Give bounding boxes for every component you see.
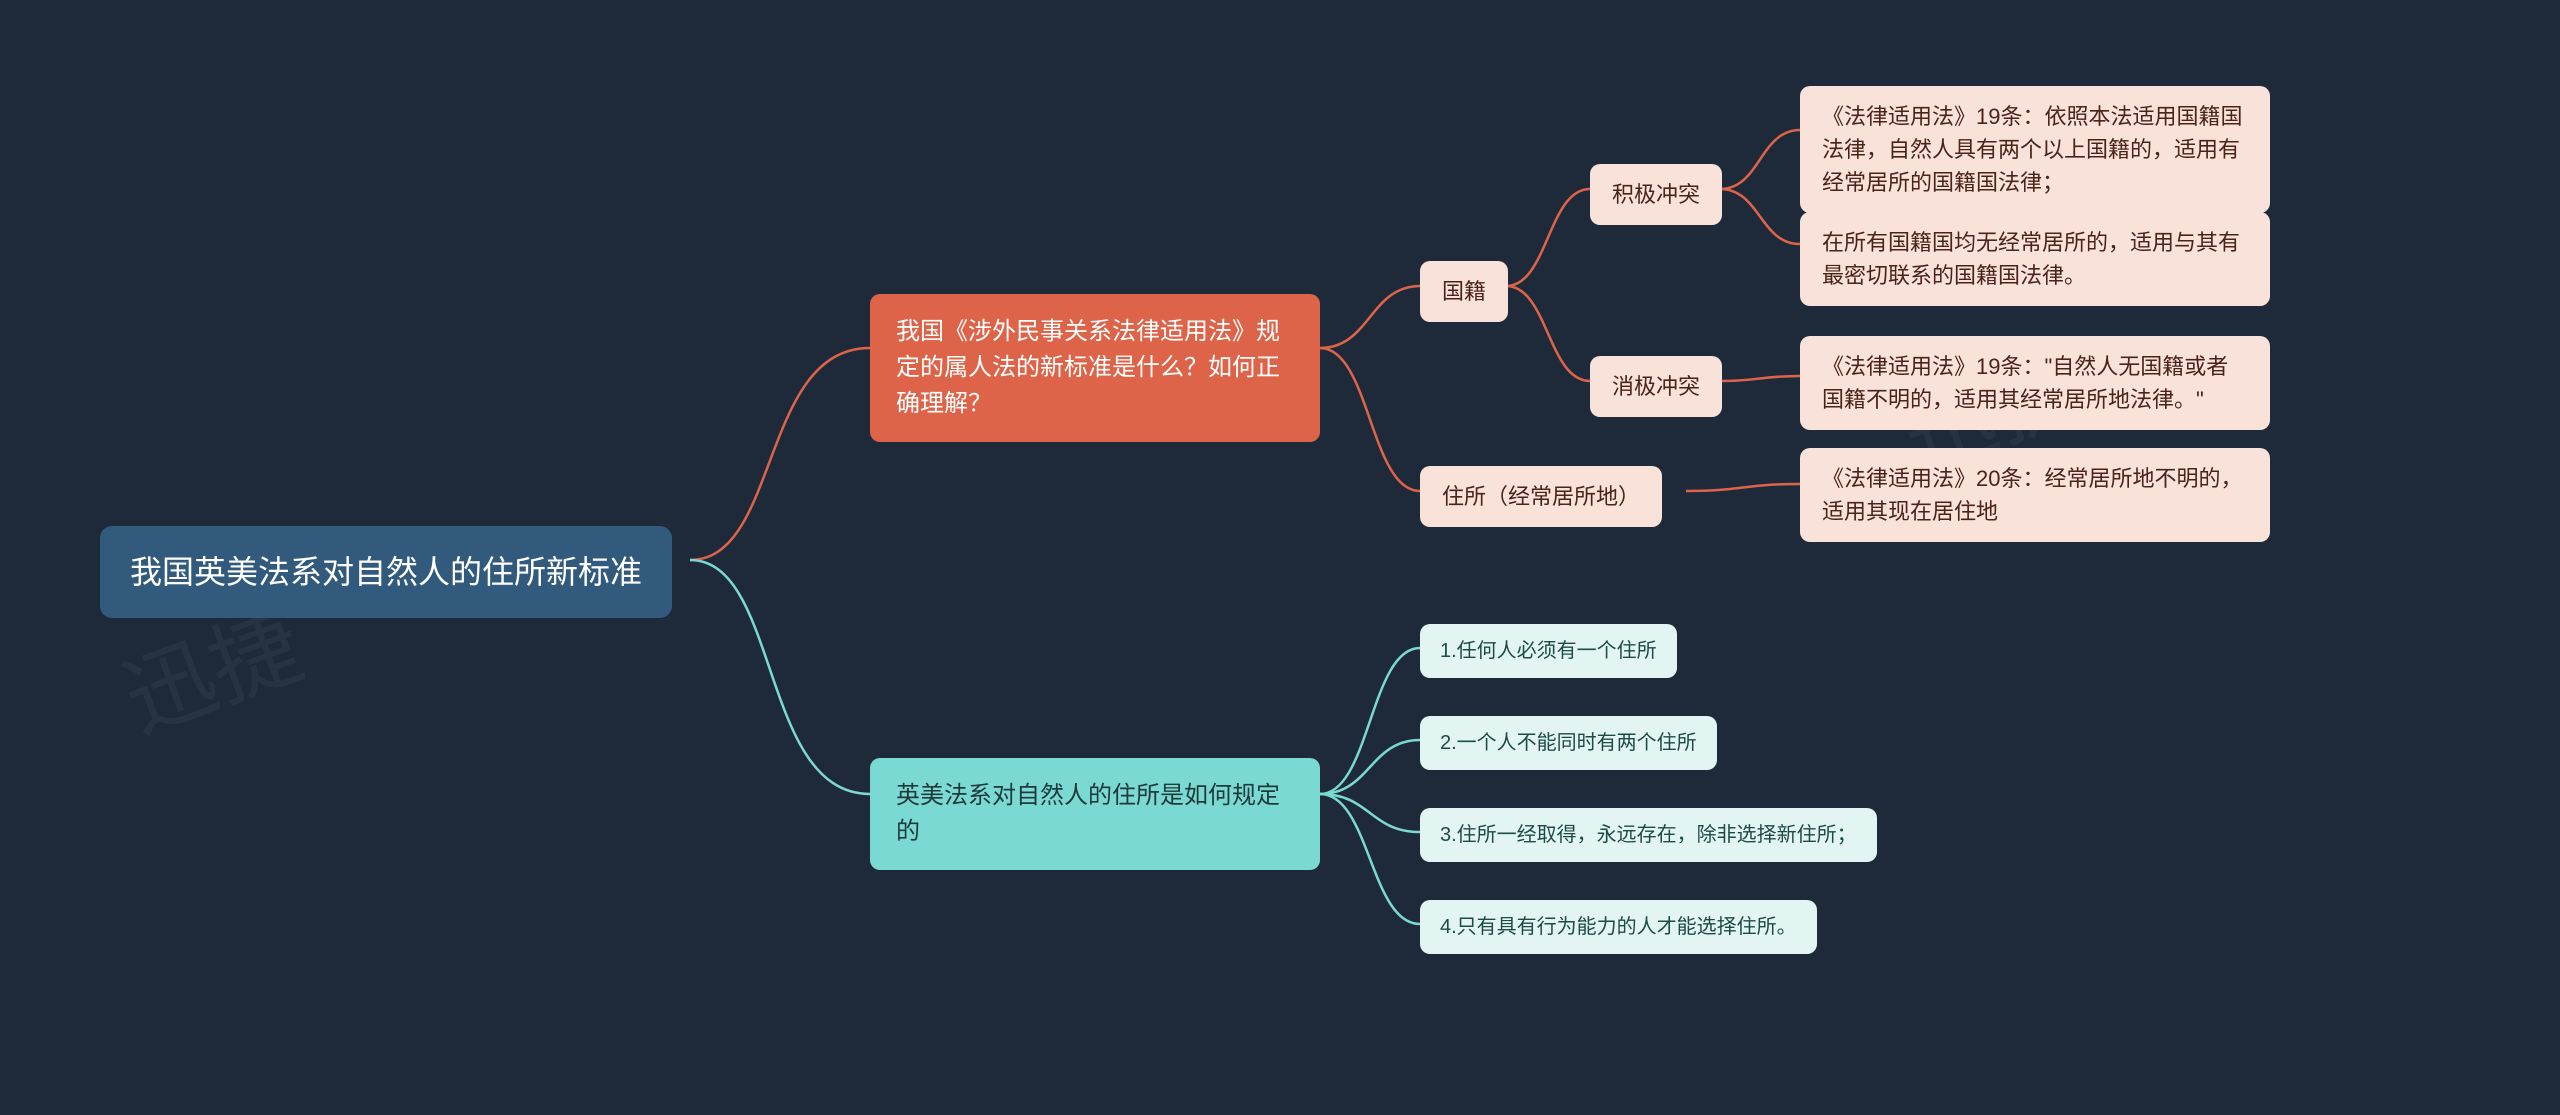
- node-xiaoji[interactable]: 消极冲突: [1590, 356, 1722, 417]
- branch-yingmei-label: 英美法系对自然人的住所是如何规定的: [896, 778, 1294, 850]
- leaf-zhusuo-1[interactable]: 《法律适用法》20条：经常居所地不明的，适用其现在居住地: [1800, 448, 2270, 542]
- leaf-ym-1-label: 1.任何人必须有一个住所: [1440, 636, 1657, 666]
- branch-law-label: 我国《涉外民事关系法律适用法》规定的属人法的新标准是什么？如何正确理解？: [896, 314, 1294, 422]
- leaf-ym-2-label: 2.一个人不能同时有两个住所: [1440, 728, 1697, 758]
- node-zhusuo[interactable]: 住所（经常居所地）: [1420, 466, 1662, 527]
- branch-yingmei[interactable]: 英美法系对自然人的住所是如何规定的: [870, 758, 1320, 870]
- node-zhusuo-label: 住所（经常居所地）: [1442, 480, 1640, 513]
- node-jiji-label: 积极冲突: [1612, 178, 1700, 211]
- leaf-xiaoji-1-label: 《法律适用法》19条："自然人无国籍或者国籍不明的，适用其经常居所地法律。": [1822, 350, 2248, 416]
- node-jiji[interactable]: 积极冲突: [1590, 164, 1722, 225]
- leaf-jiji-2[interactable]: 在所有国籍国均无经常居所的，适用与其有最密切联系的国籍国法律。: [1800, 212, 2270, 306]
- leaf-ym-2[interactable]: 2.一个人不能同时有两个住所: [1420, 716, 1717, 770]
- leaf-ym-3[interactable]: 3.住所一经取得，永远存在，除非选择新住所；: [1420, 808, 1877, 862]
- node-guoji[interactable]: 国籍: [1420, 261, 1508, 322]
- node-guoji-label: 国籍: [1442, 275, 1486, 308]
- leaf-jiji-1-label: 《法律适用法》19条：依照本法适用国籍国法律，自然人具有两个以上国籍的，适用有经…: [1822, 100, 2248, 199]
- leaf-jiji-2-label: 在所有国籍国均无经常居所的，适用与其有最密切联系的国籍国法律。: [1822, 226, 2248, 292]
- leaf-xiaoji-1[interactable]: 《法律适用法》19条："自然人无国籍或者国籍不明的，适用其经常居所地法律。": [1800, 336, 2270, 430]
- branch-law[interactable]: 我国《涉外民事关系法律适用法》规定的属人法的新标准是什么？如何正确理解？: [870, 294, 1320, 442]
- leaf-jiji-1[interactable]: 《法律适用法》19条：依照本法适用国籍国法律，自然人具有两个以上国籍的，适用有经…: [1800, 86, 2270, 213]
- leaf-ym-4[interactable]: 4.只有具有行为能力的人才能选择住所。: [1420, 900, 1817, 954]
- leaf-ym-3-label: 3.住所一经取得，永远存在，除非选择新住所；: [1440, 820, 1857, 850]
- root-label: 我国英美法系对自然人的住所新标准: [130, 548, 642, 596]
- leaf-zhusuo-1-label: 《法律适用法》20条：经常居所地不明的，适用其现在居住地: [1822, 462, 2248, 528]
- root-node[interactable]: 我国英美法系对自然人的住所新标准: [100, 526, 672, 618]
- node-xiaoji-label: 消极冲突: [1612, 370, 1700, 403]
- leaf-ym-4-label: 4.只有具有行为能力的人才能选择住所。: [1440, 912, 1797, 942]
- leaf-ym-1[interactable]: 1.任何人必须有一个住所: [1420, 624, 1677, 678]
